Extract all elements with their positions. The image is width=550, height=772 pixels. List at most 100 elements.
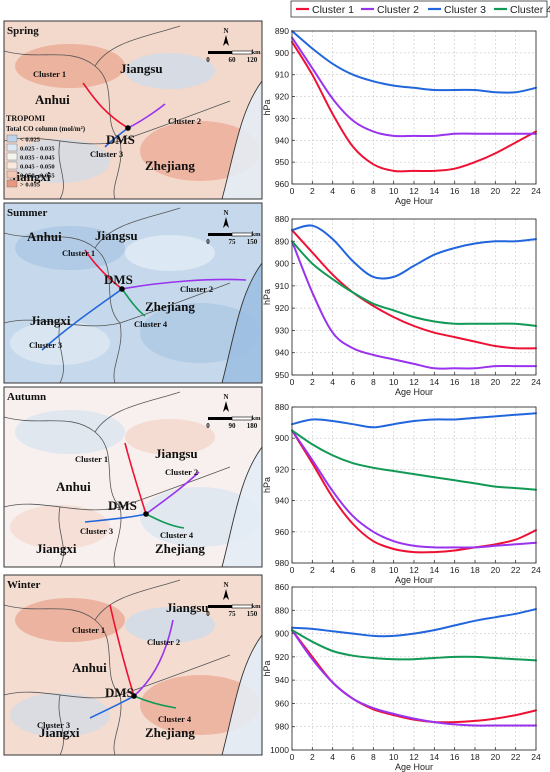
province-label-jiangxi: Jiangxi — [10, 169, 51, 184]
trajectory-cluster-2 — [121, 278, 247, 290]
x-tick-label: 2 — [310, 752, 315, 762]
x-tick-label: 2 — [310, 377, 315, 387]
scale-bar — [231, 416, 253, 421]
y-tick-label: 860 — [275, 582, 289, 592]
y-tick-label: 890 — [275, 236, 289, 246]
province-label-jiangsu: Jiangsu — [166, 600, 209, 615]
x-tick-label: 14 — [430, 752, 440, 762]
x-tick-label: 4 — [330, 752, 335, 762]
x-tick-label: 6 — [351, 377, 356, 387]
trajectory-cluster-2 — [145, 471, 200, 515]
x-axis-label: Age Hour — [395, 575, 433, 585]
scale-label: 0 — [206, 56, 210, 64]
x-tick-label: 14 — [430, 186, 440, 196]
sea-area — [222, 263, 262, 383]
x-tick-label: 8 — [371, 565, 376, 575]
province-label-jiangsu: Jiangsu — [155, 446, 198, 461]
north-label: N — [223, 393, 228, 401]
province-boundary — [113, 322, 122, 383]
x-tick-label: 4 — [330, 186, 335, 196]
map-body: Cluster 1 Cluster 2 Cluster 3 DMS Anhui Jiang… — [4, 21, 262, 199]
x-tick-label: 18 — [470, 186, 480, 196]
x-tick-label: 10 — [389, 377, 399, 387]
scale-bar — [208, 605, 232, 608]
x-tick-label: 4 — [330, 565, 335, 575]
plot-frame — [291, 218, 537, 376]
x-tick-label: 22 — [511, 752, 521, 762]
trajectory-cluster-1 — [84, 249, 123, 290]
x-tick-label: 8 — [371, 752, 376, 762]
trajectory-cluster-2 — [133, 619, 174, 697]
province-boundary — [58, 322, 64, 383]
series-line-cluster-3 — [291, 224, 537, 280]
scale-label: 0 — [206, 238, 210, 246]
legend-label-4: Cluster 4 — [510, 4, 550, 16]
map-spring: Cluster 1 Cluster 2 Cluster 3 DMS Anhui Jiang… — [3, 20, 263, 200]
x-tick-label: 4 — [330, 377, 335, 387]
trajectory-cluster-4 — [145, 513, 185, 529]
site-marker — [125, 125, 131, 131]
y-tick-label: 930 — [275, 325, 289, 335]
series-line-cluster-4 — [291, 629, 537, 662]
x-tick-label: 20 — [491, 186, 501, 196]
co-region — [125, 53, 215, 89]
x-tick-label: 18 — [470, 377, 480, 387]
co-region — [15, 44, 125, 88]
province-boundary — [58, 140, 64, 199]
y-axis-label: hPa — [262, 477, 272, 493]
site-label: DMS — [105, 685, 134, 700]
trajectory-label: Cluster 1 — [62, 248, 95, 258]
trajectory-label: Cluster 2 — [180, 284, 213, 294]
y-tick-label: 960 — [275, 698, 289, 708]
scale-bar — [208, 51, 232, 54]
series-line-cluster-2 — [291, 36, 537, 138]
trajectory-label: Cluster 1 — [72, 625, 105, 635]
y-tick-label: 890 — [275, 26, 289, 36]
x-tick-label: 12 — [409, 565, 419, 575]
x-tick-label: 8 — [371, 186, 376, 196]
province-label-zhejiang: Zhejiang — [145, 299, 195, 314]
colorbar-label: 0.050 - 0.055 — [20, 173, 55, 180]
province-label-jiangxi: Jiangxi — [39, 725, 80, 740]
north-label: N — [223, 581, 228, 589]
coastline — [221, 634, 262, 755]
scale-unit: km — [251, 231, 261, 238]
x-tick-label: 22 — [511, 377, 521, 387]
x-tick-label: 20 — [491, 752, 501, 762]
x-tick-label: 6 — [351, 565, 356, 575]
map-frame — [3, 20, 263, 200]
x-tick-label: 10 — [389, 752, 399, 762]
map-frame — [3, 202, 263, 384]
scale-bar — [231, 604, 253, 609]
colorbar-title: TROPOMI — [6, 114, 45, 123]
trajectory-cluster-3 — [84, 513, 147, 523]
x-tick-label: 16 — [450, 377, 460, 387]
map-frame — [3, 574, 263, 756]
province-boundary — [94, 391, 181, 433]
chart-legend: Cluster 1 Cluster 2 Cluster 3 Cluster 4 — [290, 0, 550, 18]
colorbar-swatch — [6, 143, 18, 152]
y-tick-label: 920 — [275, 92, 289, 102]
province-boundary — [113, 694, 122, 755]
colorbar-label: < 0.025 — [20, 137, 41, 144]
y-axis-label: hPa — [262, 289, 272, 305]
y-tick-label: 1000 — [270, 745, 289, 755]
co-region — [140, 675, 260, 735]
province-label-anhui: Anhui — [35, 92, 70, 107]
co-region — [125, 419, 215, 455]
sea-area — [222, 81, 262, 199]
map-frame — [3, 386, 263, 568]
map-summer: Cluster 1 Cluster 2 Cluster 3 Cluster 4 DMS A… — [3, 202, 263, 384]
co-region — [15, 598, 125, 642]
scale-label: 60 — [229, 56, 237, 64]
sea-area — [222, 447, 262, 567]
province-label-zhejiang: Zhejiang — [145, 158, 195, 173]
plot-frame — [291, 30, 537, 185]
scale-unit: km — [251, 415, 261, 422]
trajectory-cluster-1 — [124, 442, 147, 515]
province-label-zhejiang: Zhejiang — [145, 725, 195, 740]
colorbar-swatch — [6, 161, 18, 170]
trajectory-label: Cluster 3 — [90, 149, 123, 159]
y-tick-label: 940 — [275, 135, 289, 145]
